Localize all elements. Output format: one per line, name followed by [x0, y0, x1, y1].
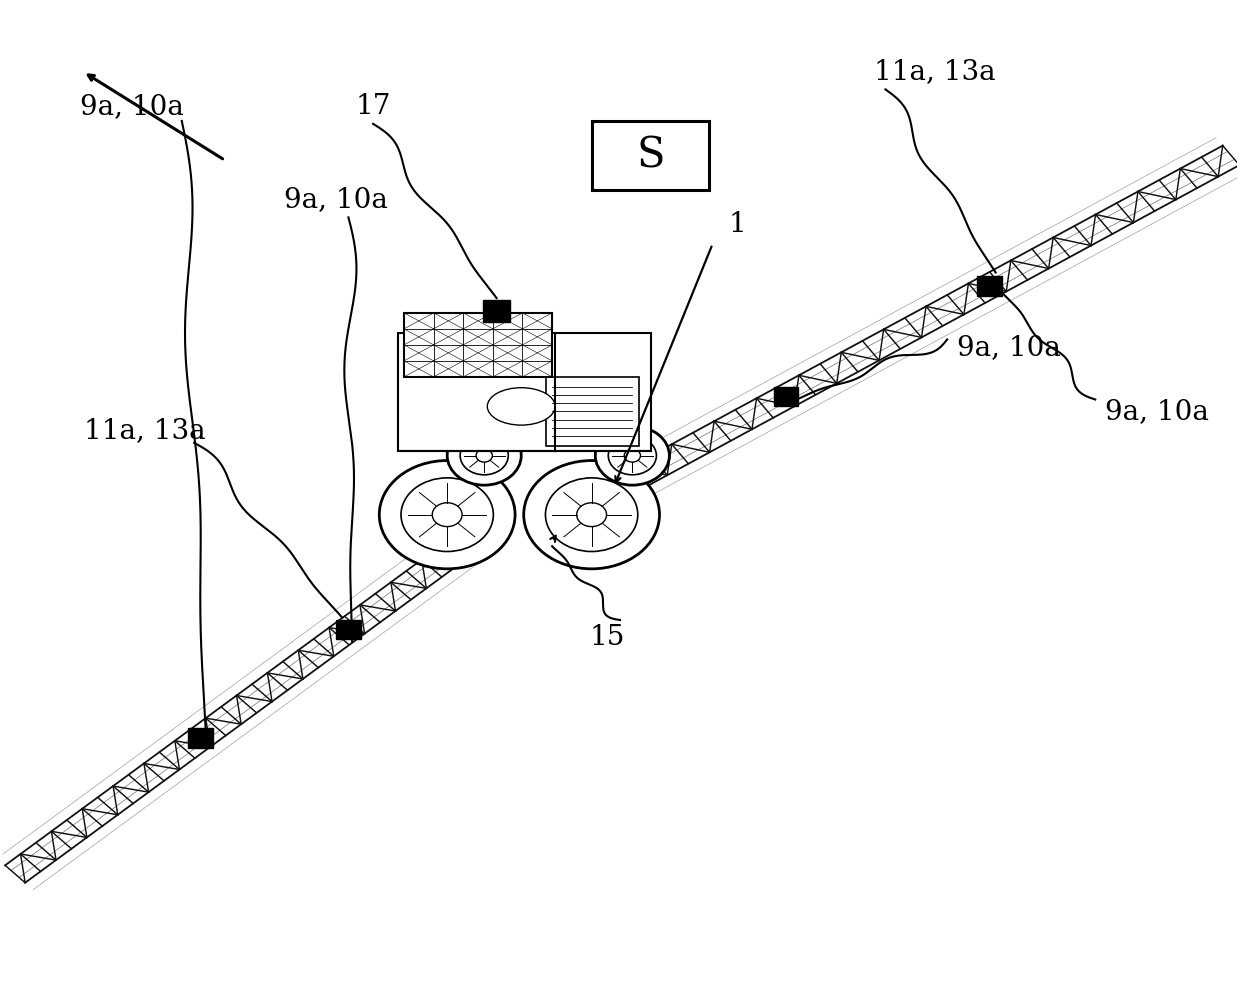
Circle shape [401, 478, 494, 551]
Bar [977, 276, 1002, 296]
Circle shape [624, 449, 641, 462]
Circle shape [595, 426, 670, 485]
Text: S: S [636, 135, 665, 176]
Circle shape [379, 460, 515, 569]
Text: 9a, 10a: 9a, 10a [957, 334, 1060, 360]
Circle shape [460, 437, 508, 475]
Text: 17: 17 [356, 93, 391, 120]
Ellipse shape [487, 388, 556, 425]
Text: 9a, 10a: 9a, 10a [1105, 398, 1209, 425]
Text: 15: 15 [590, 625, 625, 651]
Circle shape [476, 449, 492, 462]
Bar [336, 620, 361, 640]
Bar [482, 300, 510, 322]
Text: 1: 1 [728, 211, 746, 238]
Circle shape [523, 460, 660, 569]
Bar [546, 377, 639, 446]
Circle shape [546, 478, 637, 551]
Bar [404, 313, 552, 377]
Circle shape [577, 503, 606, 527]
Bar [398, 333, 651, 450]
Text: 9a, 10a: 9a, 10a [284, 186, 388, 213]
Bar [188, 729, 212, 748]
Circle shape [433, 503, 463, 527]
Circle shape [609, 437, 656, 475]
Bar [774, 387, 799, 407]
Text: 9a, 10a: 9a, 10a [81, 93, 185, 120]
Text: 11a, 13a: 11a, 13a [84, 418, 206, 445]
Circle shape [448, 426, 521, 485]
Bar [593, 121, 709, 190]
Text: 11a, 13a: 11a, 13a [874, 58, 996, 85]
